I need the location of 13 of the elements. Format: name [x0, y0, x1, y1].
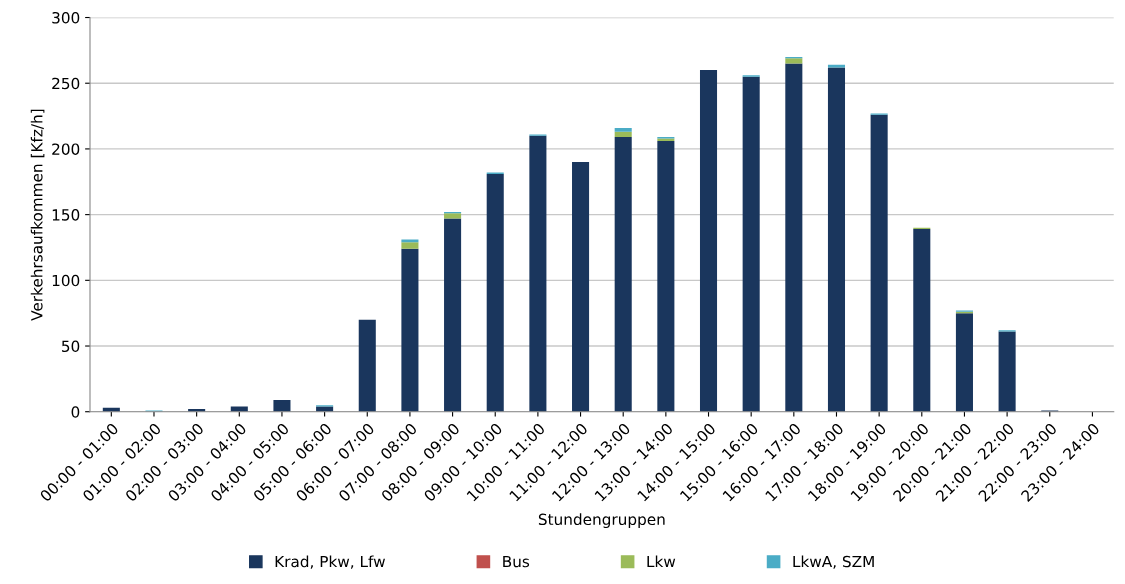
y-tick-label: 200: [52, 143, 80, 155]
legend-label: LkwA, SZM: [793, 555, 874, 569]
y-tick-label: 50: [62, 340, 80, 353]
x-axis-title: Stundengruppen: [538, 513, 665, 529]
legend-label: Lkw: [647, 555, 676, 568]
y-tick-label: 0: [71, 406, 80, 418]
y-tick-label: 150: [52, 209, 80, 221]
legend-label: Krad, Pkw, Lfw: [275, 555, 385, 569]
legend-label: Bus: [503, 555, 530, 568]
y-tick-label: 300: [52, 11, 80, 24]
y-tick-label: 100: [52, 274, 80, 287]
y-axis-title: Verkehrsaufkommen [Kfz/h]: [30, 109, 45, 321]
y-tick-label: 250: [52, 77, 80, 90]
